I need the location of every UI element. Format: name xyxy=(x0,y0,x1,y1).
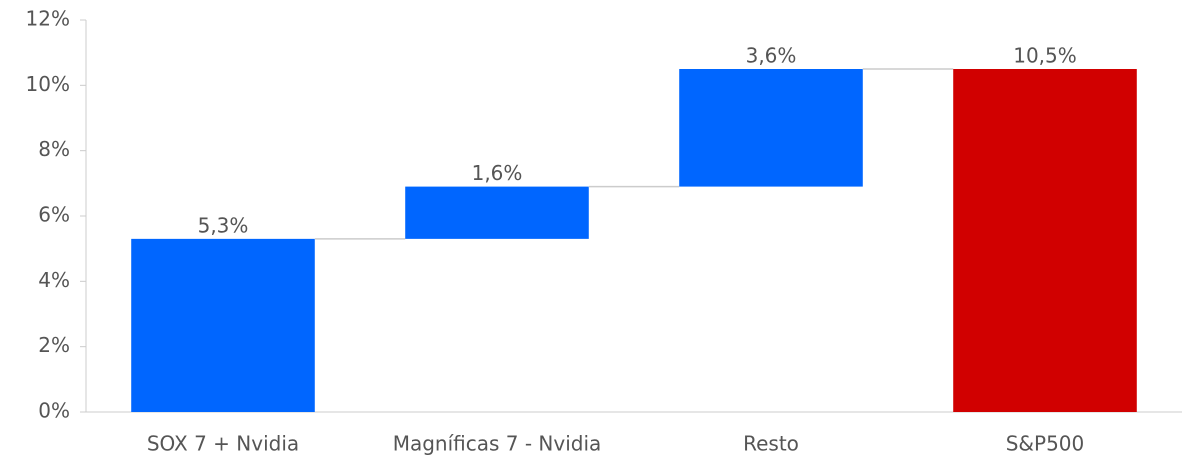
y-tick-label: 6% xyxy=(38,203,70,227)
bar xyxy=(953,69,1137,412)
x-tick-label: Magníficas 7 - Nvidia xyxy=(393,432,602,456)
y-tick-label: 2% xyxy=(38,333,70,357)
x-tick-label: SOX 7 + Nvidia xyxy=(147,432,299,456)
value-label: 10,5% xyxy=(1013,44,1077,68)
y-tick-label: 10% xyxy=(26,72,70,96)
bar xyxy=(405,186,589,239)
value-label: 1,6% xyxy=(472,161,523,185)
x-tick-label: S&P500 xyxy=(1006,432,1085,456)
x-tick-label: Resto xyxy=(743,432,799,456)
value-label: 5,3% xyxy=(198,213,249,237)
y-tick-label: 12% xyxy=(26,7,70,31)
y-tick-label: 0% xyxy=(38,399,70,423)
bar xyxy=(131,238,315,412)
y-tick-label: 4% xyxy=(38,268,70,292)
value-label: 3,6% xyxy=(746,44,797,68)
bar xyxy=(679,69,863,187)
y-tick-label: 8% xyxy=(38,137,70,161)
